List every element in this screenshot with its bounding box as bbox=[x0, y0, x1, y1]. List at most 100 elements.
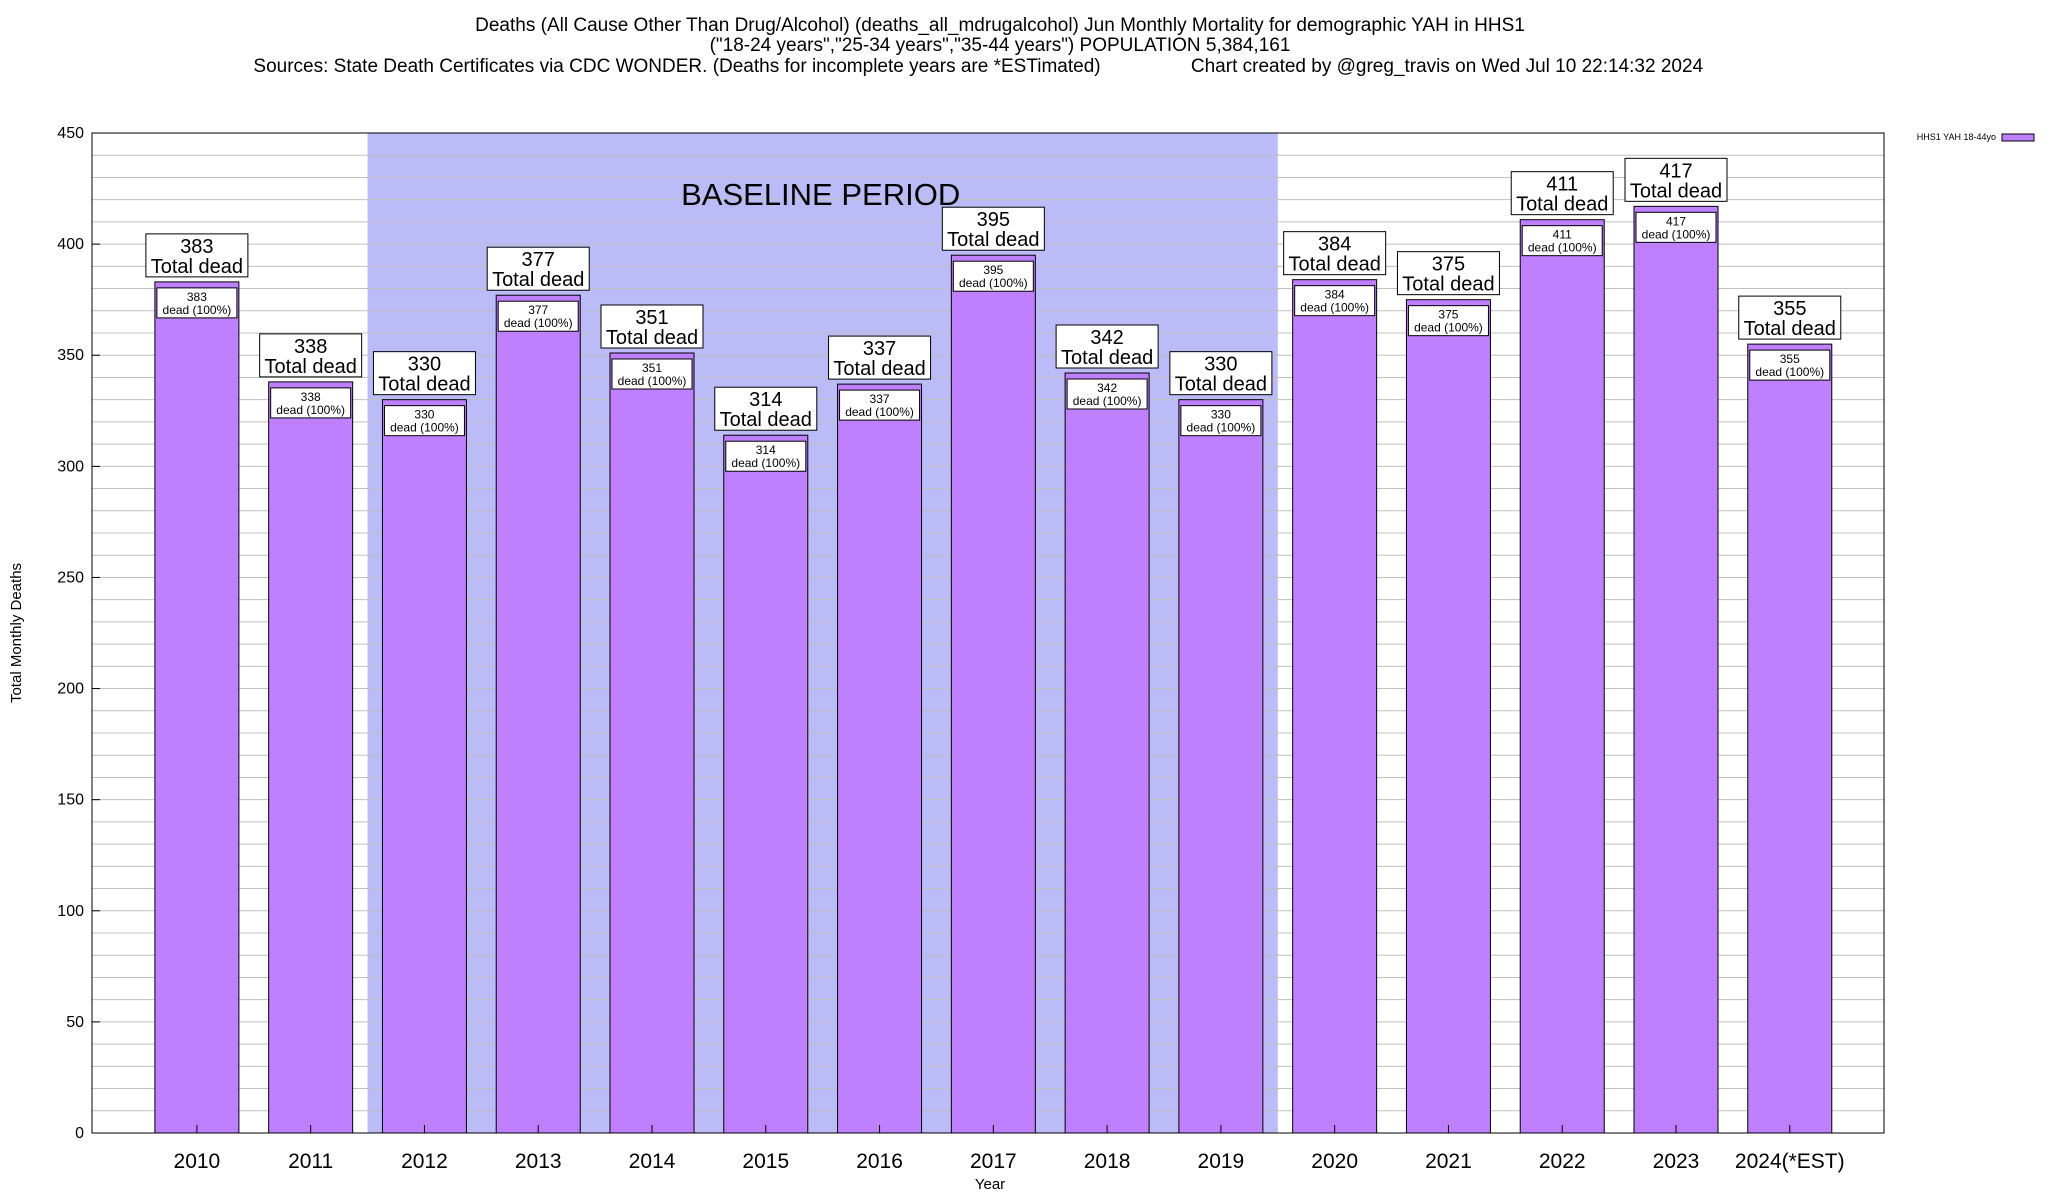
bar bbox=[1747, 343, 1833, 1134]
inner-label-box bbox=[270, 387, 352, 419]
x-tick-label: 2016 bbox=[856, 1150, 903, 1173]
inner-value-label: 314 bbox=[756, 443, 776, 457]
bar bbox=[1633, 205, 1719, 1134]
y-tick-label: 0 bbox=[75, 1125, 84, 1142]
inner-label-box bbox=[725, 440, 807, 472]
top-label-box bbox=[1283, 231, 1387, 276]
inner-value-label: 395 bbox=[983, 263, 1003, 277]
inner-percent-label: dead (100%) bbox=[1642, 227, 1711, 241]
x-tick-label: 2011 bbox=[288, 1150, 333, 1173]
top-value-label: 384 bbox=[1318, 234, 1351, 256]
inner-percent-label: dead (100%) bbox=[1187, 421, 1256, 435]
y-tick-label: 450 bbox=[57, 125, 84, 142]
bar bbox=[723, 434, 809, 1134]
inner-value-label: 383 bbox=[187, 290, 207, 304]
inner-value-label: 375 bbox=[1438, 308, 1458, 322]
top-value-label: 377 bbox=[522, 249, 555, 271]
x-tick-label: 2022 bbox=[1539, 1150, 1586, 1173]
top-label-box bbox=[1510, 171, 1614, 216]
inner-percent-label: dead (100%) bbox=[731, 456, 800, 470]
bar bbox=[837, 383, 923, 1134]
top-total-label: Total dead bbox=[606, 327, 698, 349]
inner-value-label: 351 bbox=[642, 361, 662, 375]
x-tick-label: 2020 bbox=[1311, 1150, 1358, 1173]
y-axis-ticks: 0 50 100 150 200 250 300 350 400 450 bbox=[57, 125, 100, 1142]
bar bbox=[950, 254, 1036, 1134]
inner-percent-label: dead (100%) bbox=[276, 403, 345, 417]
legend: HHS1 YAH 18-44yo bbox=[1917, 132, 2035, 142]
inner-percent-label: dead (100%) bbox=[959, 276, 1028, 290]
inner-value-label: 342 bbox=[1097, 381, 1117, 395]
title-line-3-source: Sources: State Death Certificates via CD… bbox=[253, 56, 1100, 77]
x-axis-ticks: 2010 2011 2012 2013 2014 2015 2016 2017 2018 2019… bbox=[174, 1125, 1845, 1173]
top-label-box bbox=[1169, 351, 1273, 396]
top-total-label: Total dead bbox=[1289, 254, 1381, 276]
inner-percent-label: dead (100%) bbox=[390, 421, 459, 435]
legend-entry-label: HHS1 YAH 18-44yo bbox=[1917, 132, 1996, 142]
top-value-label: 314 bbox=[749, 389, 782, 411]
inner-percent-label: dead (100%) bbox=[1073, 394, 1142, 408]
inner-percent-label: dead (100%) bbox=[845, 405, 914, 419]
inner-value-label: 338 bbox=[301, 390, 321, 404]
x-tick-label: 2013 bbox=[515, 1150, 562, 1173]
title-line-3-credit: Chart created by @greg_travis on Wed Jul… bbox=[1191, 56, 1704, 77]
top-label-box bbox=[1396, 251, 1500, 296]
bar bbox=[1178, 399, 1264, 1134]
chart-title: Deaths (All Cause Other Than Drug/Alcoho… bbox=[253, 15, 1703, 77]
top-label-box bbox=[1738, 295, 1842, 340]
top-total-label: Total dead bbox=[1402, 274, 1494, 296]
y-tick-label: 300 bbox=[57, 458, 84, 475]
x-tick-label: 2023 bbox=[1653, 1150, 1700, 1173]
bar bbox=[495, 294, 581, 1134]
top-total-label: Total dead bbox=[720, 409, 812, 431]
inner-label-box bbox=[1294, 285, 1376, 317]
top-value-label: 383 bbox=[180, 236, 213, 258]
inner-label-box bbox=[1635, 211, 1717, 243]
baseline-period-label: BASELINE PERIOD bbox=[681, 177, 960, 212]
bar bbox=[1405, 299, 1491, 1134]
inner-label-box bbox=[839, 389, 921, 421]
inner-value-label: 384 bbox=[1325, 288, 1345, 302]
y-tick-label: 50 bbox=[66, 1014, 84, 1031]
top-label-box bbox=[372, 351, 476, 396]
inner-percent-label: dead (100%) bbox=[504, 316, 573, 330]
top-value-label: 330 bbox=[1204, 354, 1237, 376]
x-tick-label: 2012 bbox=[401, 1150, 448, 1173]
y-tick-label: 250 bbox=[57, 569, 84, 586]
top-value-label: 337 bbox=[863, 338, 896, 360]
top-total-label: Total dead bbox=[833, 358, 925, 380]
top-label-box bbox=[1055, 324, 1159, 369]
inner-percent-label: dead (100%) bbox=[1414, 321, 1483, 335]
inner-label-box bbox=[383, 405, 465, 437]
bar bbox=[154, 281, 240, 1134]
top-total-label: Total dead bbox=[1516, 194, 1608, 216]
y-tick-label: 100 bbox=[57, 903, 84, 920]
x-tick-label: 2018 bbox=[1084, 1150, 1131, 1173]
plot-frame bbox=[91, 132, 1885, 1134]
top-label-box bbox=[828, 335, 932, 380]
inner-value-label: 330 bbox=[1211, 408, 1231, 422]
x-tick-label: 2021 bbox=[1425, 1150, 1472, 1173]
inner-percent-label: dead (100%) bbox=[1528, 241, 1597, 255]
inner-value-label: 330 bbox=[414, 408, 434, 422]
x-tick-label: 2024(*EST) bbox=[1735, 1150, 1845, 1173]
x-tick-label: 2017 bbox=[970, 1150, 1017, 1173]
top-value-label: 351 bbox=[635, 307, 668, 329]
top-value-label: 375 bbox=[1432, 254, 1465, 276]
bar bbox=[268, 381, 354, 1134]
top-value-label: 417 bbox=[1659, 160, 1692, 182]
top-value-label: 330 bbox=[408, 354, 441, 376]
y-tick-label: 350 bbox=[57, 347, 84, 364]
inner-percent-label: dead (100%) bbox=[1300, 301, 1369, 315]
top-label-box bbox=[941, 206, 1045, 251]
inner-label-box bbox=[1180, 405, 1262, 437]
top-total-label: Total dead bbox=[1061, 347, 1153, 369]
bar bbox=[1292, 279, 1378, 1134]
inner-label-box bbox=[1407, 305, 1489, 337]
y-tick-label: 200 bbox=[57, 681, 84, 698]
top-total-label: Total dead bbox=[265, 356, 357, 378]
inner-label-box bbox=[1066, 378, 1148, 410]
top-value-label: 338 bbox=[294, 336, 327, 358]
top-value-label: 411 bbox=[1546, 174, 1578, 196]
